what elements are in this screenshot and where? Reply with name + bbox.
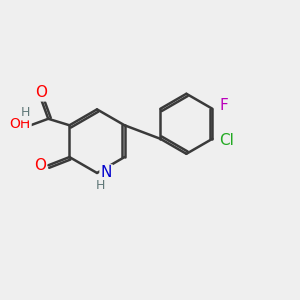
Text: OH: OH [9, 117, 31, 131]
Text: F: F [219, 98, 228, 113]
Text: N: N [100, 166, 112, 181]
Text: Cl: Cl [219, 133, 234, 148]
Text: O: O [35, 85, 47, 100]
Text: H: H [96, 179, 105, 192]
Text: O: O [34, 158, 46, 173]
Text: H: H [21, 106, 30, 119]
